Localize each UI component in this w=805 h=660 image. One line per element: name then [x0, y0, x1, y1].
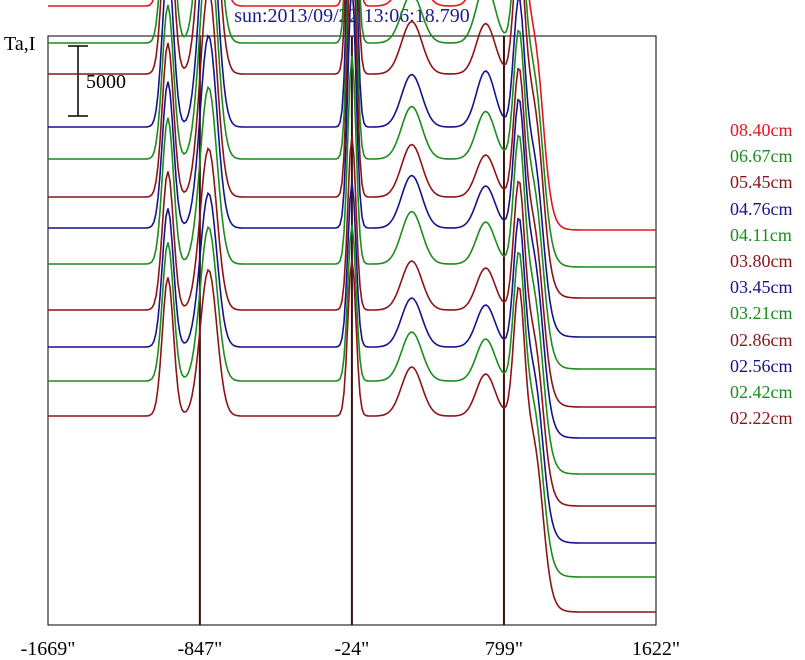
x-tick-label: -847": [177, 638, 222, 660]
series-line-06.67cm: [48, 0, 656, 268]
series-line-03.21cm: [48, 55, 656, 475]
series-line-02.42cm: [48, 224, 656, 578]
series-line-04.11cm: [48, 0, 656, 370]
series-line-02.22cm: [48, 259, 656, 613]
scale-bar: [68, 45, 88, 117]
series-line-05.45cm: [48, 0, 656, 299]
legend-entry: 02.56cm: [730, 355, 793, 376]
series-line-02.86cm: [48, 136, 656, 507]
legend-entry: 05.45cm: [730, 172, 793, 193]
legend-entry: 02.86cm: [730, 329, 793, 350]
legend-entry: 03.45cm: [730, 277, 793, 298]
legend-entry: 06.67cm: [730, 146, 793, 167]
legend-entry: 03.80cm: [730, 251, 793, 271]
chart-title: sun:2013/09/22 13:06:18.790: [234, 5, 470, 27]
x-tick-label: -24": [334, 638, 369, 660]
x-tick-label: 1622": [632, 638, 680, 660]
legend-entry: 04.76cm: [730, 198, 793, 219]
x-tick-label: 799": [485, 638, 523, 660]
series-line-03.45cm: [48, 0, 656, 439]
scale-bar-label: 5000: [86, 71, 126, 93]
series-line-04.76cm: [48, 0, 656, 338]
x-tick-label: -1669": [21, 638, 76, 660]
legend-entry: 03.21cm: [730, 303, 793, 324]
series-line-08.40cm: [48, 0, 656, 231]
legend-entry: 02.22cm: [730, 408, 793, 429]
legend-entry: 08.40cm: [730, 120, 793, 140]
series-line-03.80cm: [48, 0, 656, 408]
legend-entry: 02.42cm: [730, 382, 793, 402]
y-axis-label: Ta,I: [4, 33, 35, 55]
series-line-02.56cm: [48, 182, 656, 544]
legend-entry: 04.11cm: [730, 224, 792, 245]
